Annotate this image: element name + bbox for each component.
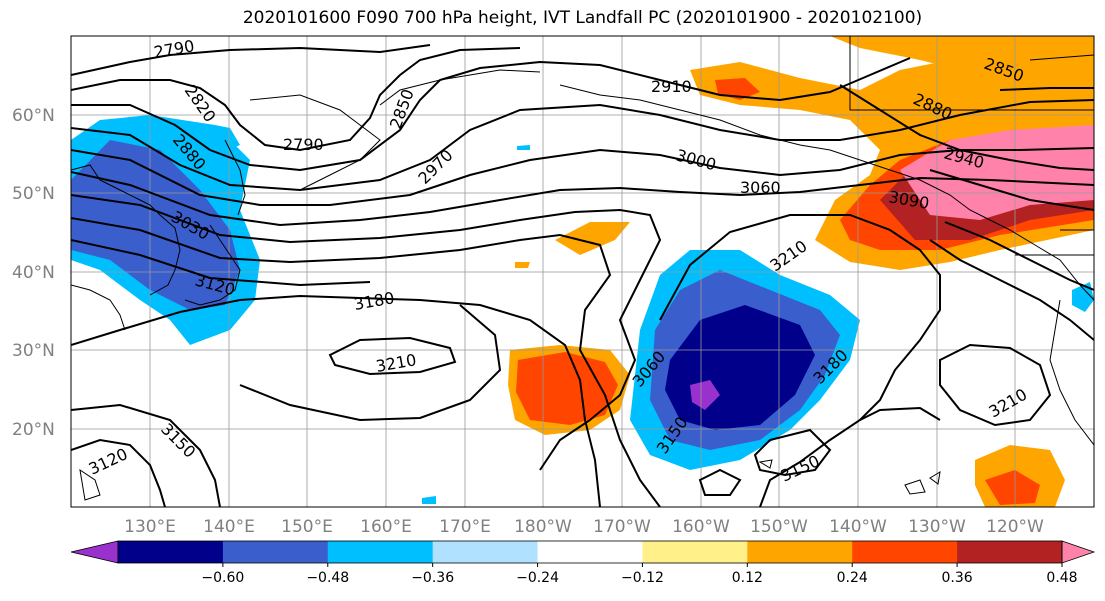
colorbar-segment xyxy=(747,541,853,563)
colorbar-tick-label: 0.24 xyxy=(837,570,868,586)
colorbar-tick-label: 0.36 xyxy=(942,570,973,586)
lon-label: 150°W xyxy=(750,517,808,537)
graticule xyxy=(71,36,1094,507)
lon-label: 130°W xyxy=(908,517,966,537)
colorbar-tick-label: −0.36 xyxy=(411,570,454,586)
lon-label: 160°E xyxy=(360,517,412,537)
colorbar-extend-low xyxy=(70,540,119,564)
longitude-labels: 130°E 140°E 150°E 160°E 170°E 180°W 170°… xyxy=(124,517,1044,537)
lon-label: 170°W xyxy=(593,517,651,537)
colorbar: −0.60 −0.48 −0.36 −0.24 −0.12 0.12 0.24 0.36 0.4… xyxy=(70,540,1096,586)
colorbar-segment xyxy=(432,541,539,563)
colorbar-outline xyxy=(117,540,1063,564)
lat-label: 30°N xyxy=(12,341,55,361)
lon-label: 170°E xyxy=(439,517,491,537)
colorbar-segment xyxy=(642,541,748,563)
ivt-shading xyxy=(71,36,1094,507)
colorbar-segment xyxy=(537,541,643,563)
contour-label: 3060 xyxy=(740,178,781,197)
colorbar-segment xyxy=(118,541,224,563)
colorbar-tick-label: −0.24 xyxy=(516,570,559,586)
colorbar-extend-high xyxy=(1061,540,1096,564)
colorbar-tick-label: −0.12 xyxy=(621,570,664,586)
colorbar-segment xyxy=(222,541,329,563)
colorbar-segment xyxy=(852,541,958,563)
colorbar-tick-label: 0.48 xyxy=(1046,570,1077,586)
lat-label: 20°N xyxy=(12,420,55,440)
latitude-labels: 60°N 50°N 40°N 30°N 20°N xyxy=(12,106,55,440)
lat-label: 50°N xyxy=(12,184,55,204)
lat-label: 40°N xyxy=(12,263,55,283)
colorbar-tick-label: 0.12 xyxy=(732,570,763,586)
lon-label: 120°W xyxy=(986,517,1044,537)
contour-label: 2910 xyxy=(651,77,692,96)
lon-label: 130°E xyxy=(124,517,176,537)
lon-label: 140°W xyxy=(829,517,887,537)
map-frame xyxy=(70,35,1095,508)
lon-label: 140°E xyxy=(203,517,255,537)
lon-label: 160°W xyxy=(672,517,730,537)
lon-label: 150°E xyxy=(281,517,333,537)
colorbar-tick-label: −0.60 xyxy=(201,570,244,586)
height-contours xyxy=(71,44,1094,507)
map-title: 2020101600 F090 700 hPa height, IVT Land… xyxy=(242,8,923,28)
contour-label: 2790 xyxy=(283,135,324,154)
colorbar-tick-label: −0.48 xyxy=(306,570,349,586)
colorbar-segment xyxy=(957,541,1063,563)
lat-label: 60°N xyxy=(12,106,55,126)
colorbar-segment xyxy=(327,541,434,563)
lon-label: 180°W xyxy=(514,517,572,537)
